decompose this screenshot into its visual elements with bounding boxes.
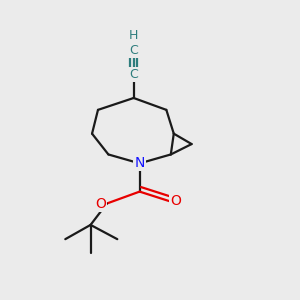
Text: O: O <box>95 196 106 211</box>
Text: O: O <box>170 194 181 208</box>
Text: H: H <box>129 29 138 42</box>
Text: C: C <box>129 44 138 57</box>
Text: N: N <box>134 156 145 170</box>
Text: C: C <box>129 68 138 81</box>
